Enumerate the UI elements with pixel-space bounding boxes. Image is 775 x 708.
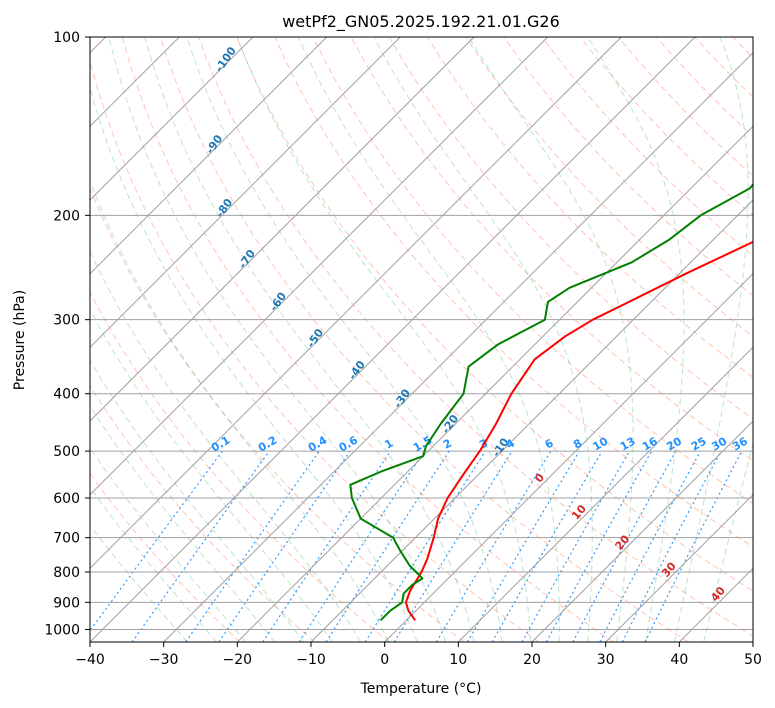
plot-area: -100-90-80-70-60-50-40-30-20-10010203040… [90,37,753,642]
dry-adiabat-line-14 [465,37,753,338]
moist-adiabat-line-0 [90,524,188,642]
isotherm-line-5 [90,37,401,349]
moist-adiabat-line-3 [90,405,276,642]
x-tick-label-6: 20 [523,652,541,668]
dry-adiabat-line-3 [90,186,465,642]
dewpoint-trace [349,183,753,622]
y-tick-label-6: 400 [53,387,80,403]
x-tick-label-7: 30 [597,652,615,668]
dry-adiabat-line-1 [90,384,316,642]
x-tick-label-5: 10 [449,652,467,668]
x-tick-label-9: 50 [744,652,762,668]
moist-adiabat-line-12 [236,37,532,642]
isotherm-line-16 [605,493,753,642]
dry-adiabat-line-9 [274,37,753,548]
moist-adiabat-line-1 [90,486,217,642]
x-tick-label-8: 40 [670,652,688,668]
plot-frame [89,36,754,643]
dry-adiabat-line-11 [350,37,753,462]
y-tick-label-1: 900 [53,595,80,611]
dry-adiabat-line-0 [90,472,241,642]
moist-adiabat-line-11 [186,37,503,642]
mixing-ratio-line-7 [364,450,486,642]
moist-adiabat-line-4 [90,359,304,642]
moist-adiabat-line-15 [468,37,634,642]
isotherm-line-13 [384,272,753,642]
temperature-trace [404,240,753,621]
isotherm-line-4 [90,37,328,275]
mixing-ratio-line-10 [466,450,580,642]
mixing-ratio-line-0 [90,450,223,632]
isotherm-line-7 [90,37,549,496]
mixing-ratio-line-17 [644,450,743,642]
isotherm-line-9 [90,37,696,642]
x-tick-label-1: −30 [149,652,179,668]
moist-adiabat-line-13 [297,37,560,642]
moist-adiabat-line-16 [587,37,685,642]
y-axis-ticks: 1000 900 800 700 600 500 400 300 200 100 [44,30,90,638]
dry-adiabat-line-13 [426,37,753,378]
isotherm-line-11 [236,125,753,642]
moist-adiabat-line-17 [674,37,749,642]
mixing-ratio-line-6 [325,450,450,642]
y-tick-label-8: 200 [53,208,80,224]
mixing-ratio-line-14 [572,450,677,642]
moist-adiabat-line-6 [90,250,362,642]
y-tick-label-9: 100 [53,30,80,46]
isotherm-line-12 [310,199,753,642]
mixing-ratio-line-2 [185,450,320,642]
moist-adiabat-line-9 [108,37,447,642]
isotherm-line-6 [90,37,475,422]
moist-adiabat-line-14 [373,37,593,642]
y-tick-label-7: 300 [53,313,80,329]
mixing-ratio-line-13 [545,450,653,642]
chart-title: wetPf2_GN05.2025.192.21.01.G26 [282,12,560,32]
y-tick-label-2: 800 [53,565,80,581]
isotherm-line-15 [531,420,753,642]
mixing-ratio-line-11 [491,450,603,642]
moist-adiabat-line-18 [703,441,753,642]
x-tick-label-0: −40 [75,652,105,668]
y-tick-label-5: 500 [53,444,80,460]
dry-adiabat-line-2 [90,291,390,642]
x-tick-label-2: −20 [223,652,253,668]
isotherms [90,37,753,642]
isotherm-line-8 [90,37,622,570]
moist-adiabat-line-5 [90,308,333,642]
y-axis-label: Pressure (hPa) [12,290,28,390]
x-axis-label: Temperature (°C) [360,681,482,697]
moist-adiabat-line-10 [144,37,475,642]
mixing-ratio-line-5 [298,450,425,642]
mixing-ratio-line-16 [621,450,722,642]
y-tick-label-3: 700 [53,531,80,547]
sounding-traces [349,183,753,622]
x-tick-label-3: −10 [296,652,326,668]
dry-adiabat-line-15 [503,37,753,297]
y-tick-label-4: 600 [53,491,80,507]
mixing-ratio-line-9 [435,450,552,642]
mixing-ratio-line-8 [393,450,513,642]
dry-adiabat-line-8 [236,37,753,592]
mixing-ratio-line-12 [521,450,631,642]
dry-adiabat-line-5 [121,37,614,642]
mixing-ratio-lines [90,450,743,642]
moist-adiabat-line-7 [90,179,390,642]
dry-adiabat-line-10 [312,37,753,505]
x-axis-ticks: −40 −30 −20 −10 0 10 20 30 40 50 [75,642,762,668]
isotherm-line-10 [163,51,753,642]
mixing-ratio-line-15 [599,450,702,642]
moist-adiabat-line-2 [90,447,247,642]
y-tick-label-0: 1000 [44,622,80,638]
moist-adiabats [90,37,753,642]
isotherm-line-14 [457,346,753,642]
moist-adiabat-line-8 [90,86,418,642]
x-tick-label-4: 0 [380,652,389,668]
dry-adiabat-line-6 [159,37,689,642]
isotherm-line-3 [90,37,254,201]
